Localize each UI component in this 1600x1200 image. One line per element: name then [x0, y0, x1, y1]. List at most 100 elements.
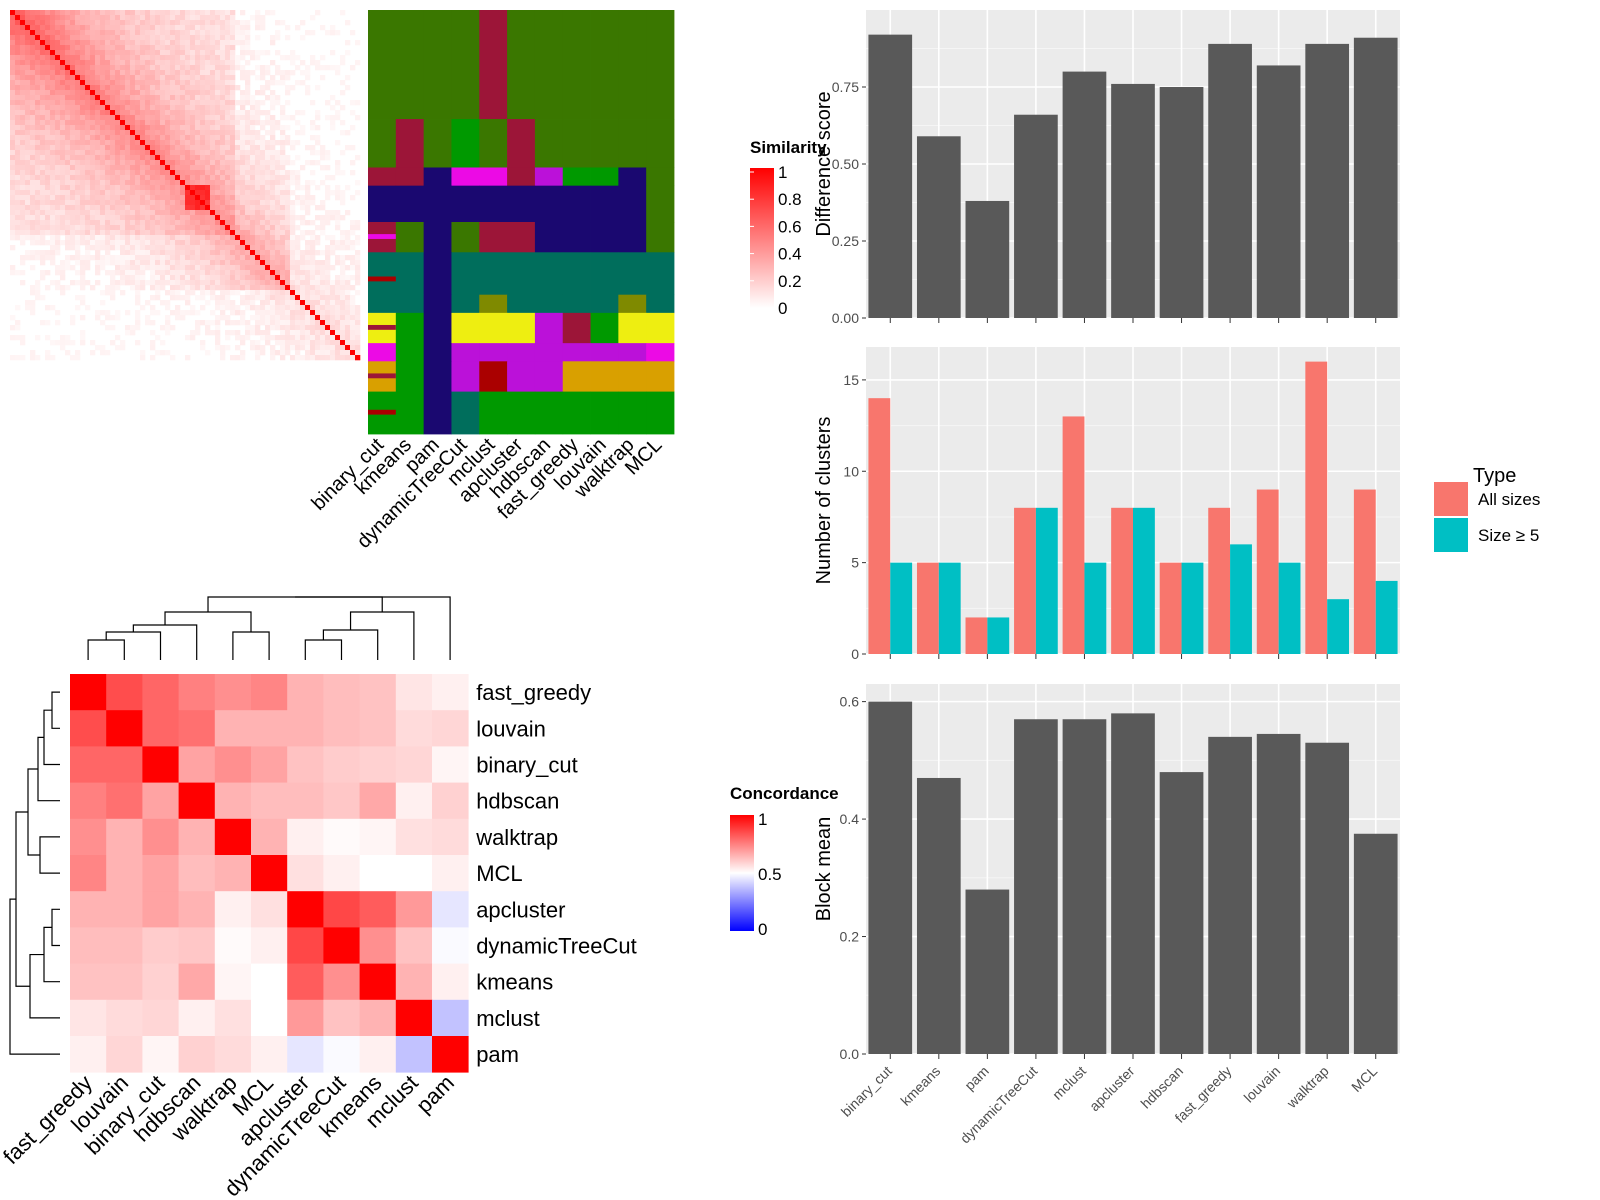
- similarity-cell: [185, 290, 191, 296]
- similarity-cell: [145, 240, 151, 246]
- assignment-block: [618, 10, 647, 120]
- similarity-cell: [115, 100, 121, 106]
- similarity-cell: [205, 350, 211, 356]
- similarity-cell: [110, 240, 116, 246]
- similarity-cell: [45, 200, 51, 206]
- similarity-cell: [155, 80, 161, 86]
- similarity-cell: [260, 240, 266, 246]
- similarity-cell: [240, 115, 246, 121]
- similarity-cell: [345, 300, 351, 306]
- similarity-cell: [110, 30, 116, 36]
- similarity-cell: [130, 255, 136, 261]
- similarity-cell: [50, 10, 56, 16]
- similarity-cell: [280, 240, 286, 246]
- similarity-cell: [80, 90, 86, 96]
- similarity-cell: [45, 125, 51, 131]
- similarity-cell: [55, 85, 61, 91]
- similarity-cell: [75, 10, 81, 16]
- similarity-cell: [35, 295, 41, 301]
- similarity-cell: [40, 155, 46, 161]
- similarity-cell: [215, 175, 221, 181]
- similarity-cell: [145, 315, 151, 321]
- similarity-cell: [175, 20, 181, 26]
- similarity-cell: [205, 80, 211, 86]
- similarity-cell: [190, 155, 196, 161]
- similarity-cell: [270, 75, 276, 81]
- similarity-cell: [215, 60, 221, 66]
- similarity-heatmap: [10, 10, 361, 361]
- similarity-cell: [210, 105, 216, 111]
- similarity-cell: [160, 120, 166, 126]
- similarity-cell: [240, 205, 246, 211]
- similarity-cell: [165, 300, 171, 306]
- similarity-cell: [270, 315, 276, 321]
- similarity-cell: [175, 260, 181, 266]
- similarity-cell: [170, 130, 176, 136]
- similarity-cell: [250, 160, 256, 166]
- similarity-cell: [305, 350, 311, 356]
- similarity-cell: [90, 35, 96, 41]
- similarity-cell: [60, 145, 66, 151]
- similarity-cell: [135, 315, 141, 321]
- similarity-cell: [250, 180, 256, 186]
- similarity-cell: [70, 20, 76, 26]
- similarity-cell: [345, 130, 351, 136]
- similarity-cell: [180, 160, 186, 166]
- similarity-cell: [190, 240, 196, 246]
- similarity-cell: [165, 265, 171, 271]
- similarity-cell: [300, 275, 306, 281]
- similarity-cell: [280, 320, 286, 326]
- similarity-cell: [135, 210, 141, 216]
- similarity-cell: [95, 160, 101, 166]
- similarity-cell: [60, 130, 66, 136]
- similarity-cell: [215, 235, 221, 241]
- similarity-cell: [315, 135, 321, 141]
- similarity-cell: [345, 325, 351, 331]
- similarity-cell: [35, 280, 41, 286]
- similarity-cell: [200, 35, 206, 41]
- similarity-cell: [30, 150, 36, 156]
- similarity-cell: [115, 345, 121, 351]
- bar: [1256, 489, 1279, 654]
- similarity-cell: [40, 110, 46, 116]
- similarity-cell: [280, 235, 286, 241]
- similarity-cell: [135, 200, 141, 206]
- similarity-cell: [255, 250, 261, 256]
- similarity-cell: [290, 255, 296, 261]
- similarity-cell: [285, 155, 291, 161]
- similarity-cell: [180, 265, 186, 271]
- similarity-cell: [160, 90, 166, 96]
- similarity-cell: [95, 135, 101, 141]
- legend-swatch: [1434, 518, 1468, 552]
- similarity-cell: [195, 245, 201, 251]
- similarity-cell: [250, 145, 256, 151]
- similarity-cell: [95, 255, 101, 261]
- similarity-cell: [265, 310, 271, 316]
- similarity-cell: [135, 80, 141, 86]
- similarity-cell: [110, 65, 116, 71]
- similarity-cell: [335, 275, 341, 281]
- assignment-block: [368, 10, 397, 120]
- similarity-cell: [45, 30, 51, 36]
- similarity-cell: [75, 90, 81, 96]
- similarity-cell: [230, 155, 236, 161]
- similarity-cell: [310, 240, 316, 246]
- similarity-cell: [85, 10, 91, 16]
- similarity-cell: [250, 240, 256, 246]
- similarity-cell: [310, 135, 316, 141]
- similarity-cell: [160, 260, 166, 266]
- concordance-cell: [251, 999, 288, 1037]
- similarity-cell: [105, 285, 111, 291]
- similarity-cell: [160, 85, 166, 91]
- similarity-cell: [45, 140, 51, 146]
- similarity-cell: [115, 65, 121, 71]
- similarity-cell: [210, 80, 216, 86]
- assignment-block: [451, 343, 480, 362]
- similarity-cell: [15, 70, 21, 76]
- similarity-cell: [60, 185, 66, 191]
- concordance-cell: [287, 891, 324, 928]
- similarity-cell: [110, 315, 116, 321]
- similarity-cell: [130, 130, 136, 136]
- y-tick-label: 0.50: [832, 156, 859, 172]
- similarity-cell: [70, 235, 76, 241]
